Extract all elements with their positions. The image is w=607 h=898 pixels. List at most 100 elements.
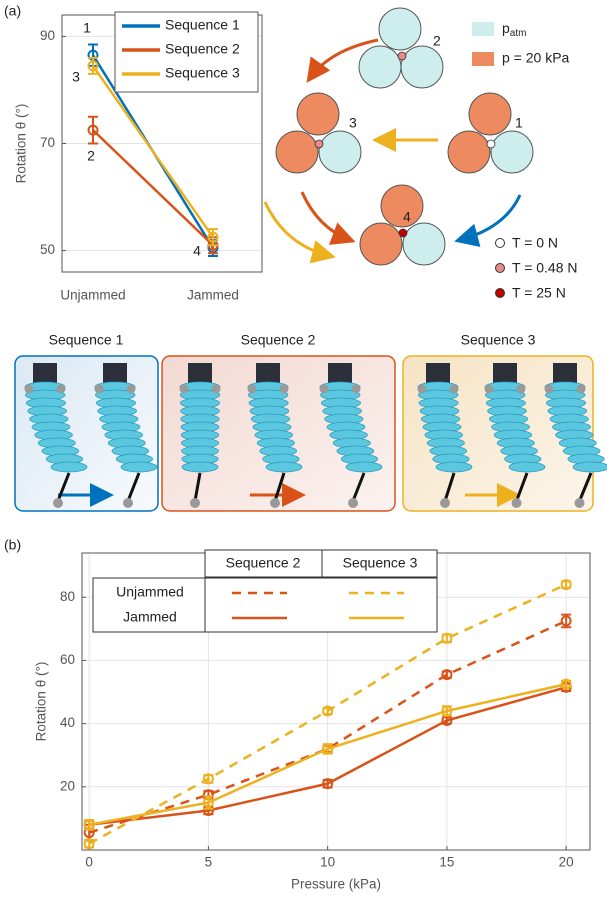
robot-head: [33, 363, 57, 383]
annotation: 3: [72, 69, 80, 85]
x-tick-label: 20: [559, 855, 574, 870]
legend-column: Sequence 2: [226, 555, 301, 571]
legend-row: Jammed: [123, 609, 177, 625]
robot-ball: [352, 385, 361, 394]
state-label: 4: [403, 209, 411, 225]
robot-ball: [95, 385, 104, 394]
robot-ball: [190, 498, 200, 508]
robot-segment: [573, 462, 607, 472]
x-tick-label: 15: [439, 855, 454, 870]
y-tick-label: 70: [40, 135, 55, 150]
annotation: 2: [87, 148, 95, 164]
legend-swatch: [472, 52, 494, 66]
robot-segment: [266, 462, 302, 472]
robot-head: [493, 363, 517, 383]
legend-column: Sequence 3: [343, 555, 418, 571]
robot-segment: [509, 462, 545, 472]
robot-ball: [248, 385, 257, 394]
robot-ball: [440, 498, 450, 508]
state-label: 3: [349, 115, 357, 131]
legend-label-base: p: [502, 20, 510, 36]
robot-head: [553, 363, 577, 383]
y-axis-label: Rotation θ (°): [14, 104, 29, 184]
state: 3: [276, 93, 361, 173]
diagram: 2 3 1 4 patm p = 20 kPa T = 0 N T = 0.48…: [265, 8, 578, 301]
legend-label: T = 25 N: [512, 285, 566, 301]
y-tick-label: 50: [40, 242, 55, 257]
photo-title: Sequence 1: [49, 332, 124, 348]
arrow: [460, 195, 520, 240]
robot-head: [328, 363, 352, 383]
legend-dot: [496, 289, 505, 298]
x-tick-label: Unjammed: [60, 288, 125, 303]
robot-ball: [577, 385, 586, 394]
annotation: 4: [193, 243, 201, 259]
robot-head: [256, 363, 280, 383]
robot-ball: [25, 385, 34, 394]
y-tick-label: 20: [60, 778, 75, 793]
state-label: 1: [515, 115, 523, 131]
legend-label: T = 0.48 N: [512, 260, 578, 276]
arrow: [265, 202, 330, 256]
y-tick-label: 80: [60, 589, 75, 604]
panel-label: (a): [4, 3, 21, 19]
robot-head: [188, 363, 212, 383]
legend-dot: [496, 264, 505, 273]
robot-ball: [320, 385, 329, 394]
legend-swatch: [472, 22, 494, 36]
series-line: [93, 130, 213, 245]
legend-label: T = 0 N: [512, 235, 558, 251]
state: 2: [359, 8, 443, 88]
photo-title: Sequence 2: [241, 332, 316, 348]
y-axis-label: Rotation θ (°): [34, 662, 49, 742]
legend-dot: [496, 239, 505, 248]
robot-segment: [346, 462, 382, 472]
robot-segment: [436, 462, 472, 472]
figure: (a) (b) 2 3 1 4 patm p = 20: [0, 0, 607, 898]
robot-segment: [121, 462, 157, 472]
legend-label: Sequence 1: [165, 17, 240, 33]
robot-ball: [280, 385, 289, 394]
robot-segment: [51, 462, 87, 472]
robot-ball: [127, 385, 136, 394]
robot-ball: [180, 385, 189, 394]
robot-ball: [575, 498, 585, 508]
photo-strip: Sequence 1 Sequence 2 Sequence 3: [15, 332, 607, 511]
robot-ball: [270, 498, 280, 508]
robot-ball: [517, 385, 526, 394]
arrow: [302, 192, 350, 240]
robot-head: [426, 363, 450, 383]
robot-ball: [212, 385, 221, 394]
x-axis-label: Pressure (kPa): [291, 877, 381, 892]
robot-ball: [53, 498, 63, 508]
legend-label: p = 20 kPa: [502, 50, 570, 66]
state: 4: [360, 185, 445, 265]
state-label: 2: [433, 33, 441, 49]
robot-ball: [512, 498, 522, 508]
robot-ball: [418, 385, 427, 394]
y-tick-label: 90: [40, 28, 55, 43]
robot-head: [103, 363, 127, 383]
x-tick-label: Jammed: [187, 288, 239, 303]
x-tick-label: 5: [205, 855, 213, 870]
robot-ball: [348, 498, 358, 508]
legend-label: Sequence 2: [165, 41, 240, 57]
robot-ball: [57, 385, 66, 394]
robot-ball: [450, 385, 459, 394]
robot-ball: [123, 498, 133, 508]
legend-row: Unjammed: [116, 584, 184, 600]
panel-label: (b): [4, 537, 21, 553]
robot-segment: [182, 462, 218, 472]
y-tick-label: 40: [60, 715, 75, 730]
state: 1: [448, 93, 533, 173]
legend-label: Sequence 3: [165, 65, 240, 81]
x-tick-label: 0: [85, 855, 93, 870]
x-tick-label: 10: [320, 855, 335, 870]
robot-ball: [485, 385, 494, 394]
annotation: 1: [83, 20, 91, 36]
robot-ball: [545, 385, 554, 394]
photo-title: Sequence 3: [461, 332, 536, 348]
y-tick-label: 60: [60, 652, 75, 667]
legend-label-sub: atm: [510, 28, 527, 39]
legend-label: patm: [502, 20, 526, 39]
